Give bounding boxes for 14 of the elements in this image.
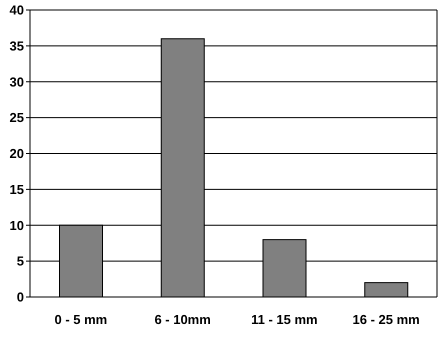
y-tick-label: 30 (10, 74, 24, 90)
y-tick-label: 10 (10, 218, 24, 233)
x-tick-label: 6 - 10mm (154, 312, 211, 328)
y-tick-label: 0 (16, 290, 24, 305)
y-tick-label: 15 (10, 182, 24, 197)
y-tick-label: 20 (10, 146, 24, 162)
x-tick-label: 11 - 15 mm (251, 312, 318, 328)
y-tick-label: 5 (16, 254, 24, 269)
y-tick-label: 40 (10, 2, 24, 18)
x-tick-label: 0 - 5 mm (54, 312, 108, 328)
x-tick-label: 16 - 25 mm (352, 312, 420, 328)
bar (364, 282, 408, 297)
y-tick-label: 35 (10, 38, 24, 54)
y-tick-label: 25 (10, 110, 24, 126)
